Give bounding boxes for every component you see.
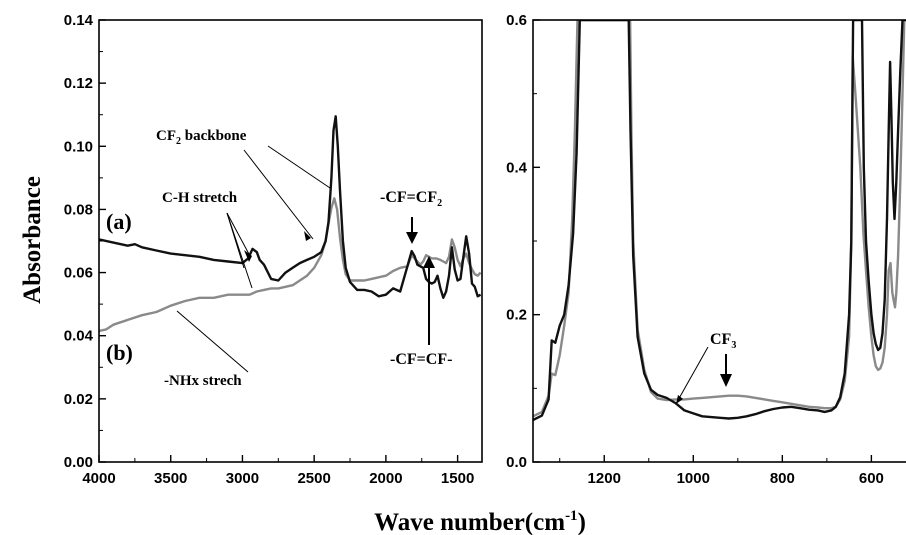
- right-y-tick-label: 0.4: [506, 159, 528, 176]
- left-series-group: [99, 115, 482, 333]
- right-series-a-line: [533, 20, 906, 422]
- left-annotation-leaders: [176, 145, 331, 373]
- cf2-arrow-head: [304, 231, 311, 241]
- left-plot-frame: [98, 19, 483, 463]
- right-panel: 1200 1000 800 600 0.0 0.2 0.4 0.6 CF3: [506, 12, 906, 487]
- right-x-tick-label: 1200: [588, 470, 621, 487]
- cf2-leader-1: [267, 145, 331, 189]
- left-x-tick-label: 2000: [369, 470, 402, 487]
- left-axis-ticks: 4000 3500 3000 2500 2000 1500 0.00 0.02 0.04 0.06…: [64, 12, 475, 487]
- right-annotation-arrows: [676, 346, 732, 404]
- annotation-ch-stretch: C-H stretch: [162, 190, 238, 206]
- ch-arrow-head: [244, 250, 252, 262]
- left-y-tick-label: 0.02: [64, 391, 93, 408]
- right-series-b-line: [533, 20, 906, 418]
- left-panel: 4000 3500 3000 2500 2000 1500 0.00 0.02 0.04 0.06…: [64, 12, 483, 487]
- annotation-cf-cf2: -CF=CF2: [380, 189, 442, 209]
- left-x-tick-label: 2500: [297, 470, 330, 487]
- right-x-tick-label: 600: [859, 470, 884, 487]
- annotation-cf2-backbone: CF2 backbone: [156, 128, 247, 147]
- cf2-leader-2: [243, 149, 314, 240]
- series-label-a: (a): [106, 209, 132, 234]
- series-label-b: (b): [106, 340, 133, 365]
- right-axis-ticks: 1200 1000 800 600 0.0 0.2 0.4 0.6: [506, 12, 884, 487]
- y-axis-label: Absorbance: [19, 176, 46, 304]
- annotation-nhx-strech: -NHx strech: [164, 373, 242, 389]
- left-series-b-line: [99, 197, 482, 333]
- ch-leader-3: [226, 212, 253, 289]
- right-x-tick-label: 800: [770, 470, 795, 487]
- left-y-tick-label: 0.04: [64, 328, 94, 345]
- right-series-group: [533, 20, 906, 422]
- left-y-tick-label: 0.10: [64, 138, 93, 155]
- left-x-tick-label: 3500: [154, 470, 187, 487]
- right-y-tick-label: 0.2: [506, 307, 527, 324]
- cf3-arrow-head: [720, 374, 732, 387]
- left-x-tick-label: 4000: [82, 470, 115, 487]
- right-y-tick-label: 0.6: [506, 12, 527, 29]
- cf-cf2-arrow-head: [406, 232, 418, 244]
- left-y-tick-label: 0.06: [64, 265, 93, 282]
- cf-cf-arrow-head: [423, 256, 435, 268]
- left-y-tick-label: 0.00: [64, 454, 93, 471]
- ch-leader-1: [226, 212, 251, 257]
- cf3-leader: [676, 346, 709, 403]
- annotation-cf3: CF3: [710, 331, 736, 351]
- nhx-leader: [176, 310, 249, 373]
- left-annotation-arrows: [244, 217, 435, 345]
- left-x-tick-label: 3000: [226, 470, 259, 487]
- x-axis-label: Wave number(cm-1): [374, 508, 586, 535]
- left-y-tick-label: 0.14: [64, 12, 94, 29]
- cf3-leader-head: [676, 395, 683, 404]
- left-x-tick-label: 1500: [441, 470, 474, 487]
- annotation-cf-cf: -CF=CF-: [390, 351, 452, 368]
- right-x-tick-label: 1000: [677, 470, 710, 487]
- left-y-tick-label: 0.08: [64, 201, 93, 218]
- left-y-tick-label: 0.12: [64, 75, 93, 92]
- right-y-tick-label: 0.0: [506, 454, 527, 471]
